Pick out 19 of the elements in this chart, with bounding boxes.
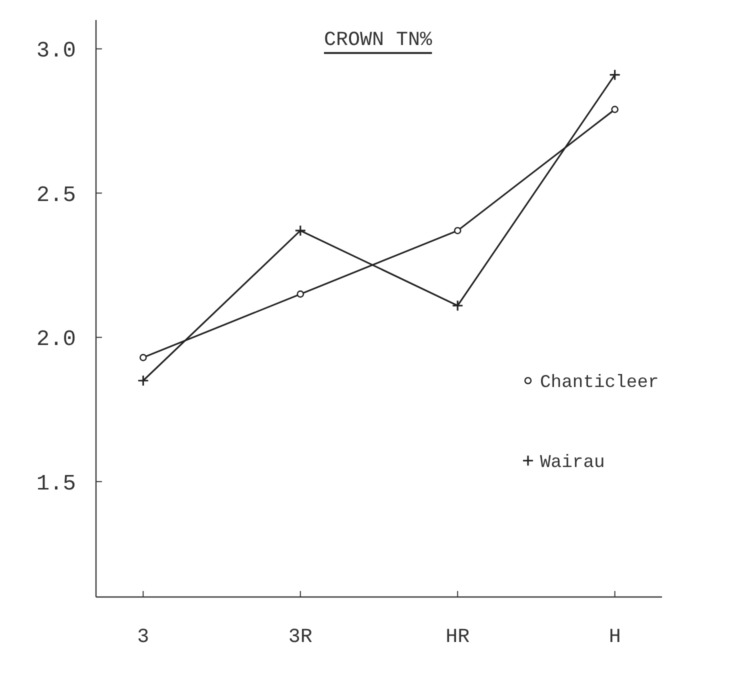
point bbox=[140, 354, 147, 362]
x-tick-label: HR bbox=[446, 626, 470, 649]
point bbox=[138, 376, 148, 386]
legend-label: Wairau bbox=[540, 452, 605, 473]
legend-label: Chanticleer bbox=[540, 372, 659, 393]
x-tick-label: H bbox=[608, 626, 621, 649]
x-tick-label: 3R bbox=[288, 626, 312, 649]
point bbox=[296, 290, 304, 298]
point bbox=[610, 70, 620, 80]
point bbox=[611, 106, 618, 114]
y-tick-label: 1.5 bbox=[36, 471, 76, 496]
y-tick-label: 2.0 bbox=[36, 327, 76, 352]
x-tick-label: 3 bbox=[137, 626, 150, 649]
point bbox=[452, 300, 463, 311]
point bbox=[454, 226, 462, 234]
y-tick-label: 2.5 bbox=[36, 182, 76, 208]
y-tick-label: 3.0 bbox=[36, 38, 76, 64]
text: CROWN TN% bbox=[324, 29, 433, 52]
point bbox=[295, 226, 306, 236]
